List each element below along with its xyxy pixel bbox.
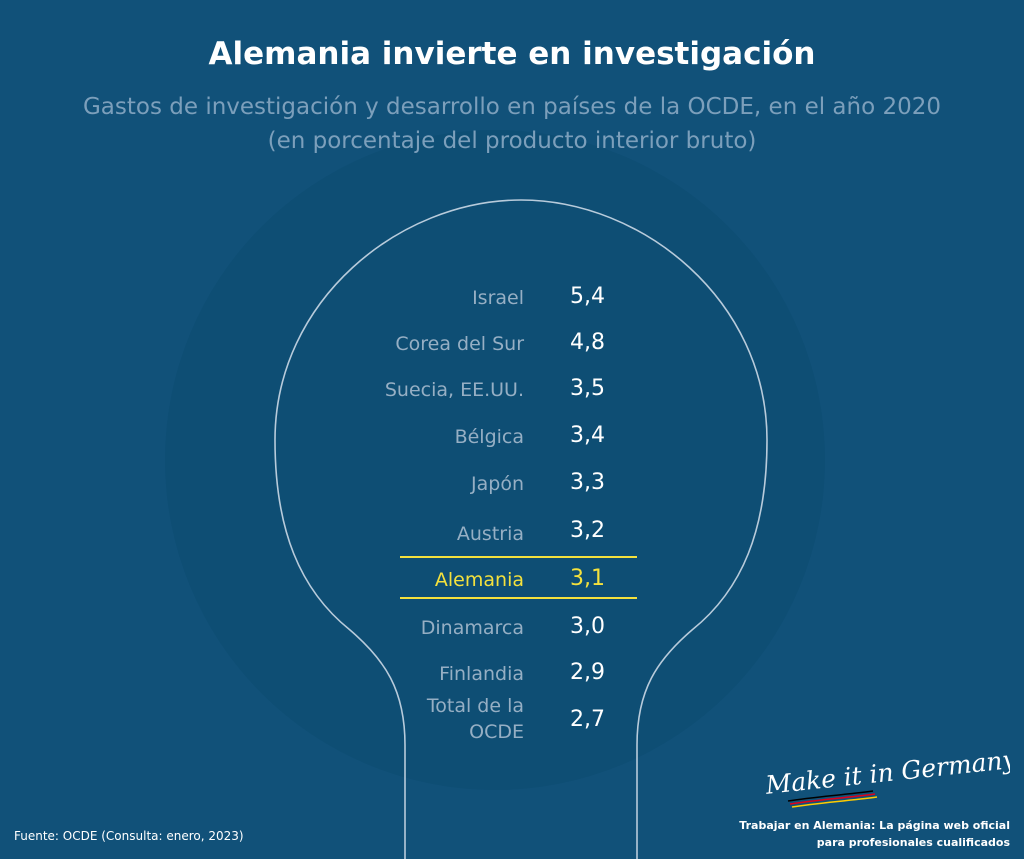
row-label: Corea del Sur	[395, 333, 524, 355]
make-it-in-germany-logo: Make it in Germany	[763, 752, 1010, 808]
row-label: Suecia, EE.UU.	[384, 379, 524, 401]
row-value: 3,0	[570, 614, 605, 639]
chart-subtitle-line1: Gastos de investigación y desarrollo en …	[82, 94, 942, 120]
chart-subtitle-line2: (en porcentaje del producto interior bru…	[267, 128, 757, 154]
row-value: 2,7	[570, 707, 605, 732]
highlight-line-bottom	[400, 597, 637, 599]
row-value: 2,9	[570, 660, 605, 685]
row-label: Japón	[471, 473, 524, 495]
row-value: 3,4	[570, 423, 605, 448]
row-label: Israel	[472, 287, 524, 309]
row-value: 5,4	[570, 284, 605, 309]
svg-text:Make it in Germany: Make it in Germany	[763, 752, 1010, 800]
row-label: Finlandia	[439, 663, 524, 685]
row-label: Bélgica	[454, 426, 524, 448]
row-label: Dinamarca	[420, 617, 524, 639]
source-note: Fuente: OCDE (Consulta: enero, 2023)	[14, 829, 244, 843]
row-value: 3,3	[570, 470, 605, 495]
row-value: 4,8	[570, 330, 605, 355]
row-label-highlighted: Alemania	[434, 569, 524, 591]
brand-tagline: Trabajar en Alemania: La página web ofic…	[739, 817, 1010, 851]
row-label: Austria	[456, 523, 524, 545]
row-label: OCDE	[469, 721, 524, 743]
tagline-line1: Trabajar en Alemania: La página web ofic…	[739, 819, 1010, 832]
row-label: Total de la	[426, 695, 524, 717]
row-value-highlighted: 3,1	[570, 566, 605, 591]
chart-title: Alemania invierte en investigación	[208, 36, 816, 72]
row-value: 3,5	[570, 376, 605, 401]
tagline-line2: para profesionales cualificados	[816, 836, 1010, 849]
row-value: 3,2	[570, 518, 605, 543]
highlight-line-top	[400, 556, 637, 558]
